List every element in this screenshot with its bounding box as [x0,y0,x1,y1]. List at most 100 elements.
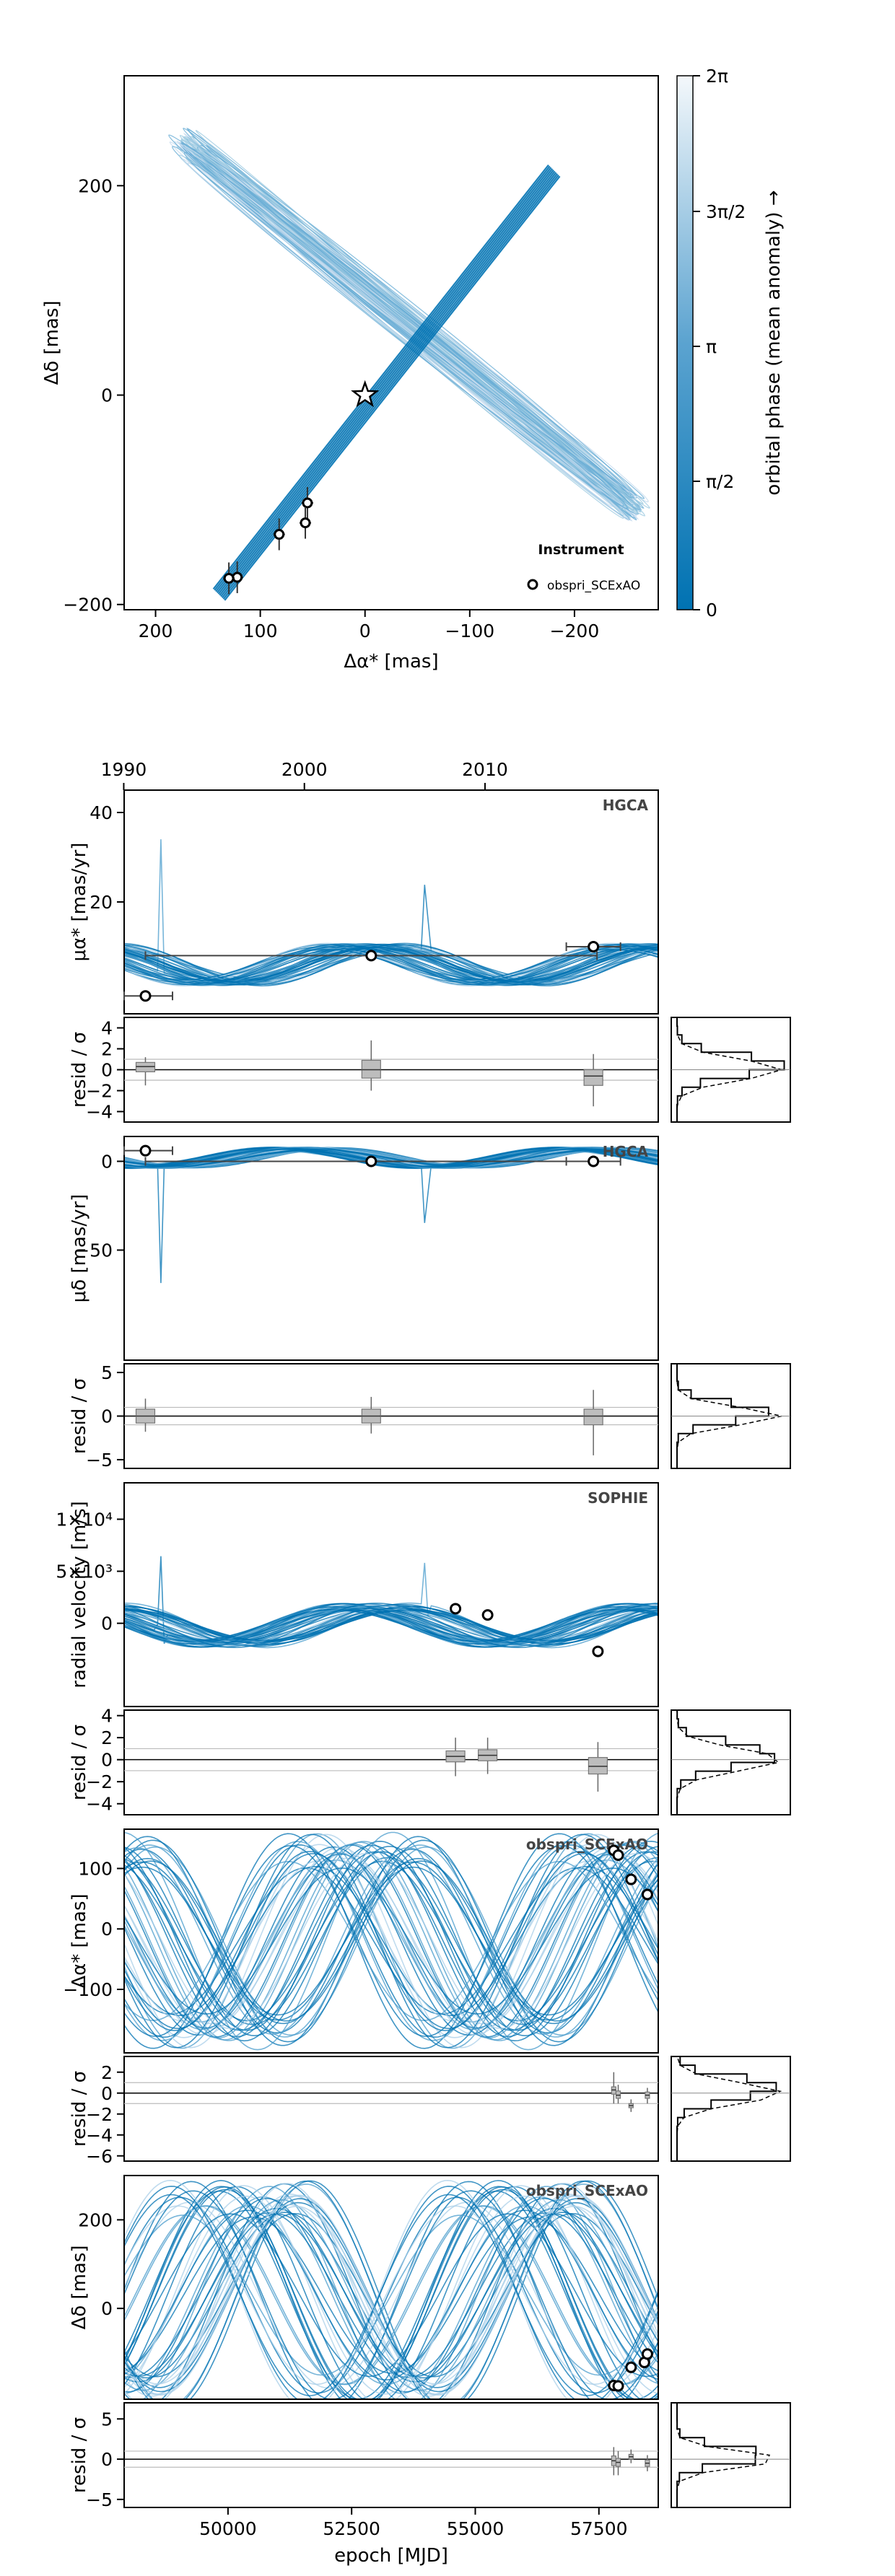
y-tick-label: −100 [63,1979,113,2000]
resid-y-tick-label: 0 [101,2449,113,2470]
resid-y-tick-label: −2 [86,1081,113,1102]
colorbar-label: orbital phase (mean anomaly) → [763,190,785,495]
resid-histogram-pmra [671,1017,791,1123]
histogram-frame [671,1709,791,1815]
top-year-axis: 1990 2000 2010 [101,759,508,790]
model-curve [124,1861,658,2021]
y-tick-label: 1×10⁴ [56,1509,113,1530]
resid-y-label: resid / σ [69,2417,90,2493]
model-curve [124,1608,658,1643]
sky-orbit-track [220,172,557,597]
epoch-x-tick-label: 52500 [323,2518,380,2539]
resid-y-label: resid / σ [69,1032,90,1108]
model-curve [124,1852,658,2030]
colorbar-tick-label: 2π [706,66,728,87]
model-curve [124,2196,658,2394]
model-curve [124,1860,658,2022]
y-axis-label: μδ [mas/yr] [69,1194,90,1303]
resid-y-tick-label: 2 [101,2062,113,2083]
resid-y-tick-label: 4 [101,1018,113,1039]
observation-point [139,990,152,1002]
model-curve [124,1861,658,2021]
y-tick-label: 200 [78,2209,113,2230]
sky-orbit-track [216,168,554,594]
model-curve [124,2209,658,2381]
model-curve [124,1845,658,2037]
resid-y-tick-label: 0 [101,1060,113,1081]
observation-point [592,1645,604,1657]
sky-orbit-track [179,134,646,517]
epoch-x-tick-label: 55000 [447,2518,505,2539]
observation-point [139,1144,152,1157]
model-curve [124,2199,658,2391]
panel-frame [123,1136,659,1361]
panel-frame [123,2175,659,2400]
y-tick-label: 20 [90,892,113,913]
model-curve [124,1603,658,1649]
sky-orbit-track [215,167,552,592]
model-curves [124,1556,658,1649]
resid-box [583,1069,603,1086]
y-axis-label: Δα* [mas] [69,1893,90,1988]
panel-title: HGCA [603,1143,649,1160]
legend-title: Instrument [538,542,624,558]
observation-point [641,1888,653,1901]
model-curve [124,1841,658,2041]
model-curve [124,1841,658,2041]
resid-y-tick-label: −4 [86,1102,113,1123]
sky-orbit-tracks [168,127,650,601]
sky-observation-point [302,497,313,509]
y-tick-label: 100 [78,1858,113,1879]
sky-orbit-track [183,136,650,509]
colorbar-tick-label: 3π/2 [706,201,746,222]
model-curve [124,944,658,985]
panel-dec: obspri_SCExAO 200 0 Δδ [mas] −5 0 5 resid / σ [69,2175,791,2510]
y-tick-label: 40 [90,802,113,823]
resid-histogram-steps [676,2403,757,2507]
colorbar-tick-label: π/2 [706,471,734,492]
sky-orbit-track [212,164,549,590]
sky-orbit-track [219,170,556,596]
epoch-x-tick-label: 57500 [570,2518,628,2539]
panel-frame [123,1828,659,2054]
model-curve [124,2196,658,2394]
epoch-x-tick-label: 50000 [199,2518,257,2539]
model-curve [124,2205,658,2386]
sky-x-tick-label: −200 [550,621,600,641]
sky-orbit-track [181,158,624,506]
observation-point [625,1873,637,1885]
model-curve [124,1834,658,2049]
resid-histogram-steps [676,2056,777,2161]
sky-observation-point [274,529,285,540]
y-tick-label: 0 [101,1151,113,1172]
resid-y-label: resid / σ [69,2071,90,2147]
residual-frame [123,2402,659,2508]
panel-title: HGCA [603,797,649,814]
resid-y-tick-label: −5 [86,2489,113,2510]
resid-y-tick-label: 2 [101,1727,113,1748]
y-tick-label: 0 [101,1613,113,1634]
sky-legend: Instrument obspri_SCExAO [527,542,640,593]
sky-observation-point [232,571,243,583]
model-curves [124,839,658,987]
resid-y-tick-label: 0 [101,1750,113,1771]
observation-point [612,1849,624,1862]
sky-x-tick-label: 100 [243,621,278,641]
model-curve [124,2213,658,2378]
resid-y-tick-label: −5 [86,1450,113,1471]
residual-panel-ra: −6−4−202 resid / σ [69,2056,659,2167]
resid-y-tick-label: 5 [101,1362,113,1383]
resid-histogram-rv [671,1709,791,1815]
panel-frame [123,1482,659,1707]
model-curve [124,2190,658,2399]
sky-orbit-track [214,165,551,591]
sky-x-tick-label: −100 [445,621,494,641]
model-curve [124,1866,658,2016]
legend-entry-obspri-scexao: obspri_SCExAO [547,579,640,593]
model-curve [124,2195,658,2396]
sky-y-tick-label: −200 [63,595,113,615]
